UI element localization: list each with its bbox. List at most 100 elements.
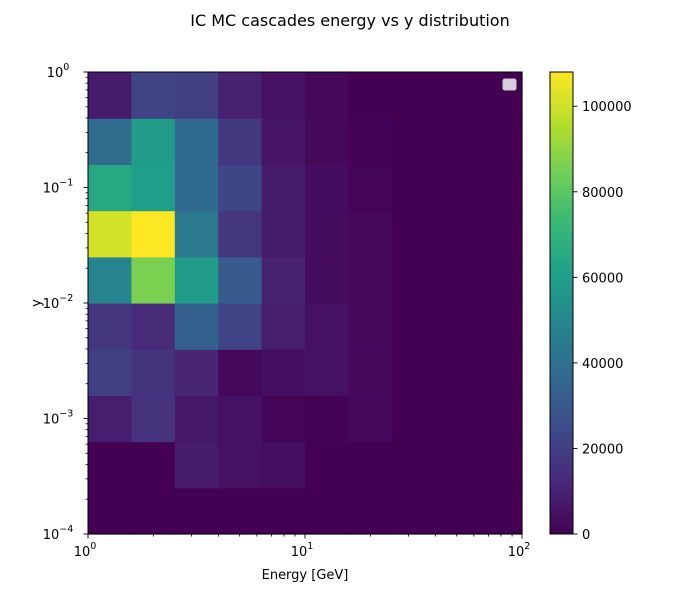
heatmap-cell (348, 441, 393, 489)
heatmap-cell (391, 395, 436, 443)
heatmap-cell (478, 72, 523, 119)
heatmap-cell (131, 164, 176, 212)
heatmap-cell (478, 349, 523, 396)
x-axis-label: Energy [GeV] (262, 568, 349, 583)
heatmap-cell (131, 118, 176, 165)
x-tick-label: 100 (74, 541, 97, 560)
heatmap-cell (88, 118, 133, 165)
heatmap-cell (435, 210, 480, 258)
heatmap-cell (478, 487, 523, 535)
y-tick-label: 10−1 (43, 178, 74, 197)
heatmap-cell (305, 256, 350, 304)
heatmap-cell (88, 487, 133, 535)
colorbar-tick-label: 100000 (582, 100, 632, 115)
heatmap-cell (391, 256, 436, 304)
heatmap-cell (348, 72, 393, 119)
heatmap-cell (478, 256, 523, 304)
heatmap-cell (435, 164, 480, 212)
heatmap-cell (174, 487, 219, 535)
heatmap-cell (88, 164, 133, 212)
heatmap-cell (305, 395, 350, 443)
heatmap-cell (218, 256, 263, 304)
heatmap-cell (261, 210, 306, 258)
heatmap-cell (348, 256, 393, 304)
heatmap-cell (261, 118, 306, 165)
heatmap-cell (174, 256, 219, 304)
x-axis: 100 101 102 (74, 534, 531, 560)
heatmap-cell (305, 72, 350, 119)
heatmap-cell (174, 164, 219, 212)
heatmap-cell (391, 441, 436, 489)
legend (502, 78, 517, 91)
heatmap-cell (131, 256, 176, 304)
heatmap-cell (391, 118, 436, 165)
heatmap-cell (131, 395, 176, 443)
heatmap-cell (261, 487, 306, 535)
colorbar-axis: 0 20000 40000 60000 80000 100000 (573, 100, 632, 543)
heatmap-cell (478, 210, 523, 258)
heatmap-cell (391, 72, 436, 119)
y-tick-label: 10−3 (43, 409, 74, 428)
heatmap-cell (435, 441, 480, 489)
chart-title: IC MC cascades energy vs y distribution (190, 11, 509, 30)
heatmap-cell (391, 487, 436, 535)
heatmap-cell (218, 395, 263, 443)
colorbar-tick-label: 0 (582, 528, 590, 543)
heatmap-cell (261, 164, 306, 212)
heatmap-cell (131, 487, 176, 535)
heatmap-cell (305, 164, 350, 212)
heatmap-cell (218, 210, 263, 258)
heatmap-cell (348, 349, 393, 396)
y-tick-label: 10−2 (43, 293, 74, 312)
heatmap-cell (174, 441, 219, 489)
y-axis: 10−4 10−3 10−2 10−1 100 (43, 62, 88, 543)
colorbar (549, 71, 574, 535)
heatmap-cell (174, 118, 219, 165)
heatmap-cell (88, 256, 133, 304)
heatmap-cell (88, 349, 133, 396)
colorbar-tick-label: 60000 (582, 271, 623, 286)
heatmap-cell (174, 395, 219, 443)
heatmap-cell (305, 349, 350, 396)
heatmap-cell (348, 210, 393, 258)
heatmap-cell (131, 349, 176, 396)
heatmap-cell (348, 303, 393, 350)
heatmap-cell (348, 164, 393, 212)
heatmap-cell (305, 118, 350, 165)
y-axis-label: y (30, 299, 45, 307)
heatmap-cell (348, 487, 393, 535)
heatmap-cell (435, 256, 480, 304)
heatmap-cell (391, 349, 436, 396)
heatmap-cell (348, 395, 393, 443)
heatmap-cell (174, 349, 219, 396)
heatmap-cell (435, 487, 480, 535)
heatmap-cell (305, 303, 350, 350)
heatmap-cell (478, 303, 523, 350)
heatmap-cell (218, 441, 263, 489)
heatmap-cell (305, 210, 350, 258)
x-tick-label: 101 (291, 541, 314, 560)
heatmap-cell (261, 441, 306, 489)
heatmap-cell (391, 303, 436, 350)
legend-box (502, 78, 517, 91)
heatmap-cell (218, 118, 263, 165)
heatmap-cells (88, 72, 523, 535)
x-tick-label: 102 (508, 541, 531, 560)
heatmap-cell (218, 72, 263, 119)
heatmap-cell (174, 72, 219, 119)
heatmap-cell (131, 72, 176, 119)
heatmap-cell (88, 72, 133, 119)
heatmap-cell (305, 441, 350, 489)
heatmap-cell (218, 487, 263, 535)
heatmap-cell (218, 164, 263, 212)
heatmap-cell (435, 118, 480, 165)
heatmap-cell (391, 164, 436, 212)
heatmap-cell (478, 118, 523, 165)
heatmap-cell (131, 303, 176, 350)
heatmap-cell (131, 210, 176, 258)
colorbar-tick-label: 80000 (582, 186, 623, 201)
heatmap-cell (174, 303, 219, 350)
heatmap-cell (218, 349, 263, 396)
heatmap-cell (218, 303, 263, 350)
heatmap-cell (435, 303, 480, 350)
